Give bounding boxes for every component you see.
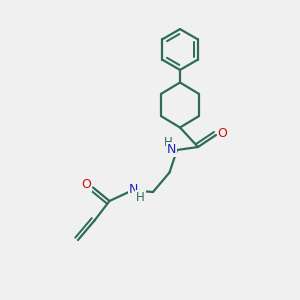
Text: N: N (129, 183, 138, 196)
Text: O: O (82, 178, 91, 191)
Text: N: N (167, 143, 176, 156)
Text: H: H (136, 190, 145, 204)
Text: O: O (218, 127, 227, 140)
Text: H: H (164, 136, 173, 149)
